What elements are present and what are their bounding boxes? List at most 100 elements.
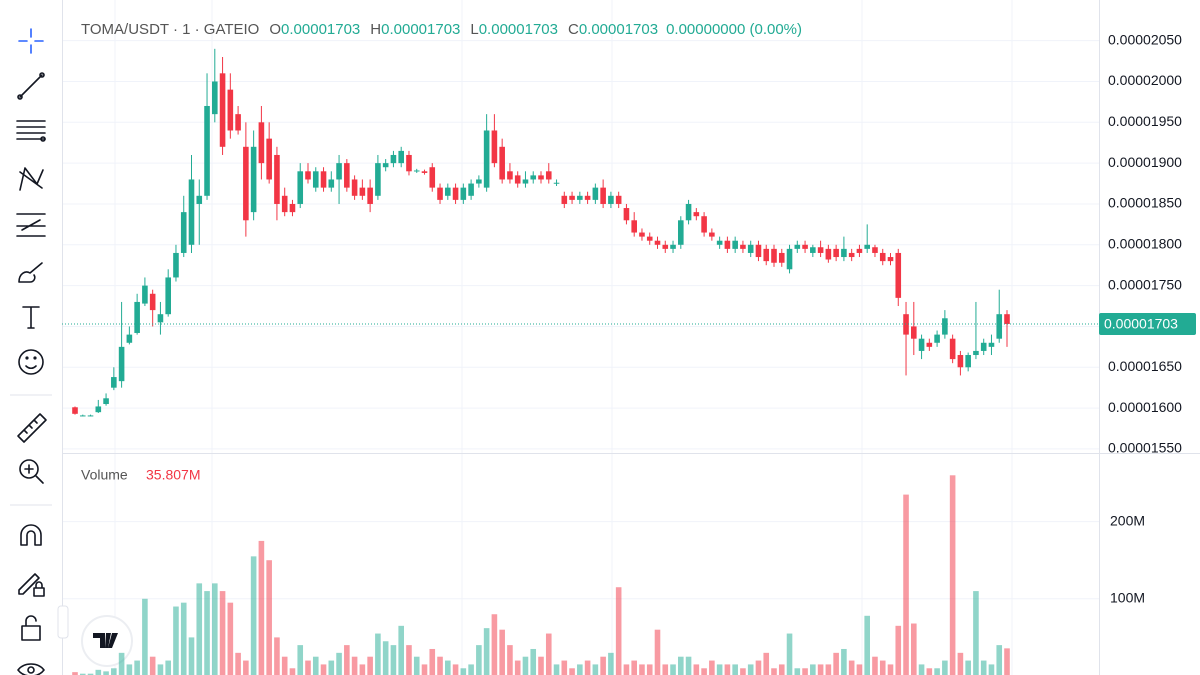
- candle-body: [709, 232, 715, 237]
- candle-body: [942, 318, 948, 335]
- trendline-tool[interactable]: [17, 72, 45, 100]
- volume-bar: [817, 664, 824, 675]
- series-legend: TOMA/USDT · 1 · GATEIO O0.00001703 H0.0000…: [81, 21, 802, 38]
- volume-bar: [895, 625, 902, 675]
- y-tick-label: 0.00002050: [1108, 31, 1182, 47]
- marks-layer: [62, 48, 1099, 675]
- forecast-tool[interactable]: [16, 213, 46, 237]
- brush-tool[interactable]: [18, 262, 43, 283]
- volume-bar: [934, 668, 940, 675]
- candle-body: [406, 154, 412, 172]
- y-tick-label: 0.00001900: [1108, 154, 1182, 170]
- volume-bar: [639, 664, 645, 675]
- volume-bar: [856, 664, 863, 675]
- volume-bar: [142, 598, 148, 675]
- candle-body: [320, 171, 327, 188]
- volume-tick-label: 200M: [1110, 512, 1145, 528]
- candle-body: [608, 195, 614, 204]
- tradingview-logo[interactable]: [81, 615, 133, 667]
- volume-bar: [623, 664, 630, 675]
- candle-body: [413, 170, 420, 172]
- candle-body: [398, 150, 404, 164]
- lock-drawing-tool[interactable]: [18, 573, 45, 597]
- candle-body: [219, 73, 226, 147]
- y-tick-label: 0.00001550: [1108, 440, 1182, 456]
- candle-body: [926, 342, 933, 347]
- candle-body: [297, 171, 304, 204]
- candle-body: [243, 146, 249, 221]
- candle-body: [522, 179, 529, 184]
- candle-body: [72, 407, 78, 414]
- volume-bar: [545, 633, 552, 675]
- emoji-tool[interactable]: [18, 349, 44, 375]
- candle-body: [786, 248, 793, 270]
- candle-body: [312, 171, 319, 188]
- volume-bar: [413, 656, 420, 675]
- lock-tool[interactable]: [21, 615, 41, 641]
- volume-bar: [600, 656, 606, 675]
- candle-body: [569, 195, 575, 200]
- candle-body: [87, 415, 94, 417]
- pattern-tool[interactable]: [19, 167, 44, 191]
- volume-bar: [188, 637, 195, 675]
- volume-bar: [561, 660, 568, 675]
- candle-body: [1004, 314, 1010, 324]
- candle-body: [903, 314, 909, 335]
- y-tick-label: 0.00001750: [1108, 276, 1182, 292]
- ohlc-key: C: [568, 21, 579, 38]
- candle-body: [934, 334, 940, 343]
- candle-body: [445, 187, 451, 196]
- ruler-tool[interactable]: [17, 413, 47, 443]
- text-tool[interactable]: [22, 306, 40, 329]
- volume-bar: [336, 652, 342, 675]
- candle-body: [848, 252, 855, 258]
- candle-body: [755, 244, 762, 258]
- volume-bar: [670, 664, 676, 675]
- candle-body: [724, 240, 731, 249]
- volume-bar: [747, 664, 754, 675]
- grid-layer: [62, 0, 1099, 675]
- y-tick-label: 0.00002000: [1108, 72, 1182, 88]
- volume-bar: [359, 664, 366, 675]
- volume-bar: [553, 664, 560, 675]
- volume-bar: [219, 591, 226, 675]
- volume-bar: [942, 660, 948, 675]
- volume-bar: [126, 664, 133, 675]
- volume-bar: [281, 656, 288, 675]
- candle-body: [344, 163, 350, 188]
- volume-bar: [157, 664, 164, 675]
- volume-bar: [499, 629, 505, 675]
- candle-body: [173, 252, 179, 278]
- candle-body: [336, 163, 342, 180]
- candle-body: [204, 105, 210, 196]
- volume-tick-label: 100M: [1110, 590, 1145, 606]
- candle-body: [887, 257, 894, 262]
- candle-body: [429, 167, 436, 188]
- zoom-tool[interactable]: [19, 459, 44, 484]
- ohlc-value: 0.00001703: [281, 21, 360, 38]
- volume-bar: [724, 664, 731, 675]
- fib-tool[interactable]: [16, 120, 46, 142]
- volume-bar: [118, 652, 125, 675]
- candle-body: [382, 163, 389, 168]
- candle-body: [460, 187, 467, 200]
- volume-bar: [382, 641, 389, 675]
- volume-bar: [848, 660, 855, 675]
- volume-bar: [320, 664, 327, 675]
- toolbar-collapse[interactable]: [57, 605, 69, 639]
- candle-body: [390, 154, 397, 164]
- volume-bar: [740, 668, 746, 675]
- volume-bar: [973, 591, 979, 675]
- volume-bar: [911, 623, 917, 675]
- magnet-tool[interactable]: [20, 524, 42, 546]
- volume-bar: [173, 606, 179, 675]
- volume-bar: [965, 660, 971, 675]
- candle-body: [437, 187, 443, 200]
- crosshair-tool[interactable]: [18, 28, 44, 54]
- candle-body: [281, 195, 288, 213]
- volume-bar: [367, 656, 373, 675]
- candle-body: [367, 187, 373, 204]
- volume-bar: [165, 660, 171, 675]
- volume-bar: [654, 629, 661, 675]
- volume-bar: [328, 660, 335, 675]
